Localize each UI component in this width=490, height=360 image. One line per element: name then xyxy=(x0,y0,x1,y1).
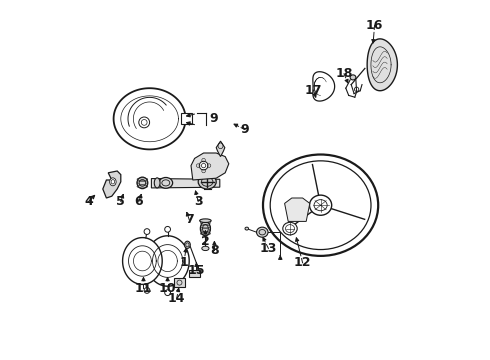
Polygon shape xyxy=(191,153,229,180)
Text: 5: 5 xyxy=(117,195,125,208)
Text: 17: 17 xyxy=(305,84,322,96)
Text: 3: 3 xyxy=(194,195,202,208)
Polygon shape xyxy=(285,198,310,221)
Text: 10: 10 xyxy=(159,282,176,294)
Text: 6: 6 xyxy=(134,195,143,208)
Text: 2: 2 xyxy=(201,235,210,248)
Text: 1: 1 xyxy=(179,256,188,269)
Ellipse shape xyxy=(110,178,116,186)
Polygon shape xyxy=(313,72,335,101)
Circle shape xyxy=(165,290,171,296)
Polygon shape xyxy=(367,39,397,91)
Ellipse shape xyxy=(202,246,209,251)
Ellipse shape xyxy=(310,195,332,215)
Ellipse shape xyxy=(350,75,356,80)
Text: 14: 14 xyxy=(168,292,185,305)
Text: 15: 15 xyxy=(188,264,205,276)
Ellipse shape xyxy=(185,241,190,248)
Polygon shape xyxy=(216,141,225,157)
Ellipse shape xyxy=(159,177,172,188)
Ellipse shape xyxy=(283,222,297,235)
Polygon shape xyxy=(114,88,186,149)
Circle shape xyxy=(165,226,171,232)
Circle shape xyxy=(144,288,150,293)
Text: 4: 4 xyxy=(84,195,93,208)
Polygon shape xyxy=(146,236,189,286)
Polygon shape xyxy=(103,171,121,198)
Ellipse shape xyxy=(137,177,148,189)
Ellipse shape xyxy=(199,219,211,222)
Text: 8: 8 xyxy=(210,244,219,257)
Text: 11: 11 xyxy=(135,282,152,294)
Text: 13: 13 xyxy=(260,242,277,255)
Ellipse shape xyxy=(245,227,248,230)
Text: 18: 18 xyxy=(335,67,353,80)
Ellipse shape xyxy=(198,175,216,189)
Circle shape xyxy=(199,161,208,170)
Polygon shape xyxy=(189,270,200,277)
Polygon shape xyxy=(181,113,192,124)
Polygon shape xyxy=(151,179,220,188)
Text: 9: 9 xyxy=(241,123,249,136)
Ellipse shape xyxy=(200,221,210,236)
Text: 16: 16 xyxy=(366,19,383,32)
Ellipse shape xyxy=(257,227,268,237)
Ellipse shape xyxy=(263,154,378,256)
Circle shape xyxy=(144,229,150,234)
Polygon shape xyxy=(174,278,185,287)
Circle shape xyxy=(139,117,149,128)
Text: 9: 9 xyxy=(209,112,218,125)
Polygon shape xyxy=(122,238,162,284)
Text: 12: 12 xyxy=(294,256,311,269)
Text: 7: 7 xyxy=(185,213,194,226)
Ellipse shape xyxy=(154,178,160,188)
